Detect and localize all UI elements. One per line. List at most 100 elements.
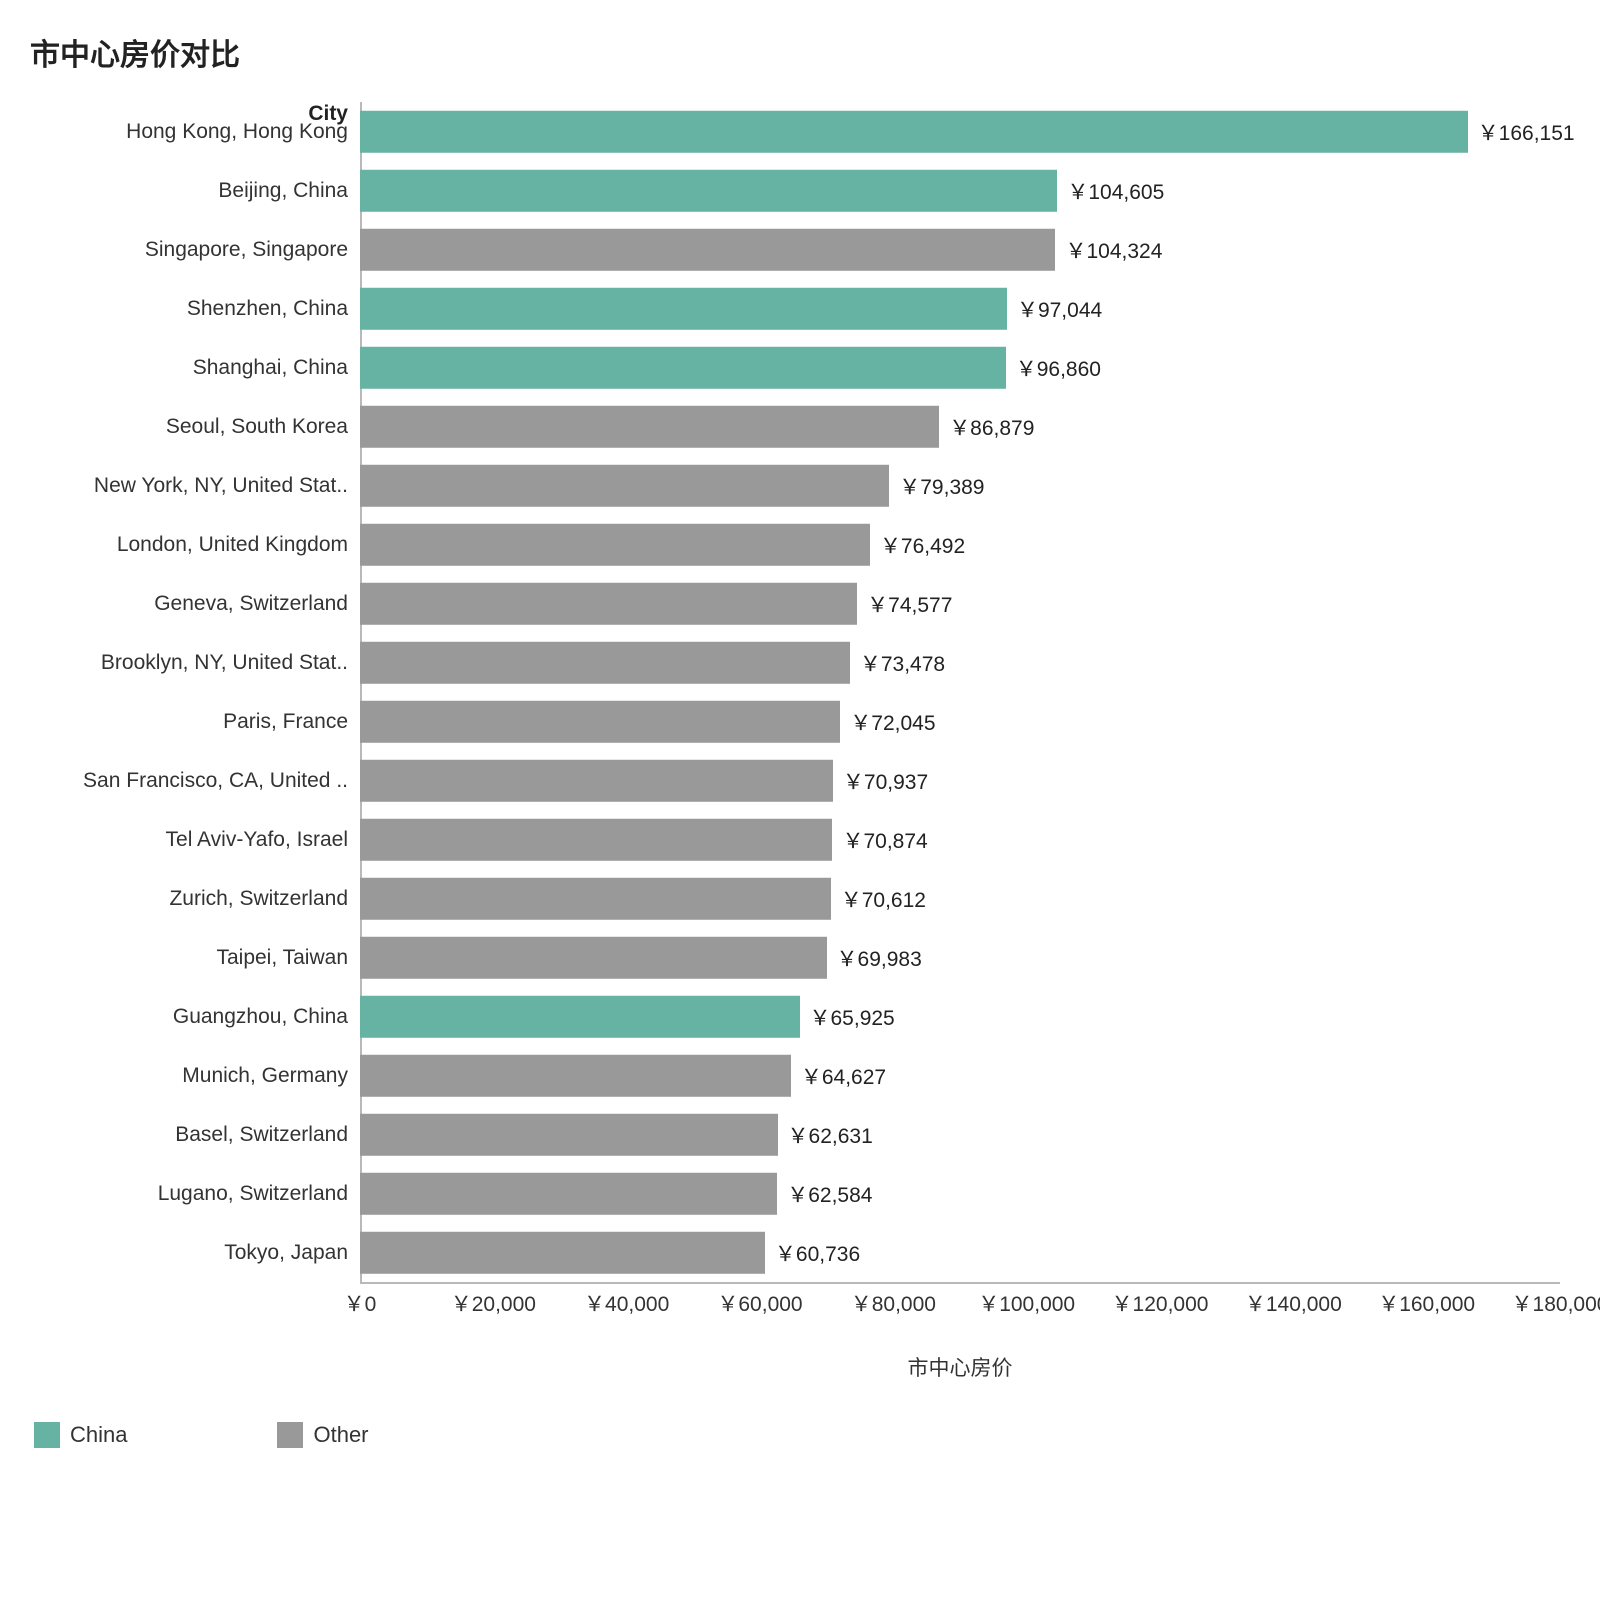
x-axis-ticks: ￥0￥20,000￥40,000￥60,000￥80,000￥100,000￥1… xyxy=(360,1282,1560,1312)
table-row: Seoul, South Korea ￥86,879 xyxy=(30,397,1560,456)
bar-value-label: ￥86,879 xyxy=(949,412,1034,442)
x-tick-label: ￥20,000 xyxy=(451,1288,536,1318)
bar xyxy=(360,287,1007,329)
table-row: New York, NY, United Stat.. ￥79,389 xyxy=(30,456,1560,515)
bar-track: ￥104,324 xyxy=(360,220,1560,279)
bar xyxy=(360,346,1006,388)
y-tick-label: Singapore, Singapore xyxy=(30,238,360,262)
bar-track: ￥62,584 xyxy=(360,1164,1560,1223)
y-tick-label: Geneva, Switzerland xyxy=(30,592,360,616)
table-row: Lugano, Switzerland￥62,584 xyxy=(30,1164,1560,1223)
y-tick-label: Shanghai, China xyxy=(30,356,360,380)
bar xyxy=(360,1054,791,1096)
bar xyxy=(360,523,870,565)
x-tick-label: ￥160,000 xyxy=(1378,1288,1475,1318)
table-row: London, United Kingdom ￥76,492 xyxy=(30,515,1560,574)
y-tick-label: Tel Aviv-Yafo, Israel xyxy=(30,828,360,852)
table-row: Geneva, Switzerland ￥74,577 xyxy=(30,574,1560,633)
bar-value-label: ￥70,874 xyxy=(842,825,927,855)
table-row: Basel, Switzerland ￥62,631 xyxy=(30,1105,1560,1164)
bar-value-label: ￥70,612 xyxy=(841,884,926,914)
bar xyxy=(360,995,800,1037)
bar-track: ￥76,492 xyxy=(360,515,1560,574)
table-row: Tel Aviv-Yafo, Israel ￥70,874 xyxy=(30,810,1560,869)
y-tick-label: Hong Kong, Hong Kong xyxy=(30,120,360,144)
bar-value-label: ￥79,389 xyxy=(899,471,984,501)
y-tick-label: New York, NY, United Stat.. xyxy=(30,474,360,498)
bar-track: ￥73,478 xyxy=(360,633,1560,692)
y-tick-label: Basel, Switzerland xyxy=(30,1123,360,1147)
bar-value-label: ￥62,631 xyxy=(788,1120,873,1150)
y-tick-label: Seoul, South Korea xyxy=(30,415,360,439)
bar xyxy=(360,818,832,860)
chart-plot: Hong Kong, Hong Kong￥166,151Beijing, Chi… xyxy=(30,102,1560,1282)
bar-value-label: ￥104,605 xyxy=(1067,176,1164,206)
table-row: Zurich, Switzerland ￥70,612 xyxy=(30,869,1560,928)
bar-track: ￥72,045 xyxy=(360,692,1560,751)
bar-track: ￥60,736 xyxy=(360,1223,1560,1282)
x-tick-label: ￥140,000 xyxy=(1245,1288,1342,1318)
bar-value-label: ￥166,151 xyxy=(1478,117,1575,147)
bar-value-label: ￥69,983 xyxy=(837,943,922,973)
x-tick-label: ￥80,000 xyxy=(851,1288,936,1318)
y-tick-label: Guangzhou, China xyxy=(30,1005,360,1029)
y-tick-label: Beijing, China xyxy=(30,179,360,203)
bar-track: ￥166,151 xyxy=(360,102,1560,161)
bar-track: ￥70,612 xyxy=(360,869,1560,928)
bar xyxy=(360,405,939,447)
legend-swatch xyxy=(34,1422,60,1448)
bar xyxy=(360,582,857,624)
bar-track: ￥64,627 xyxy=(360,1046,1560,1105)
table-row: Beijing, China ￥104,605 xyxy=(30,161,1560,220)
x-tick-label: ￥60,000 xyxy=(717,1288,802,1318)
x-tick-label: ￥100,000 xyxy=(978,1288,1075,1318)
bar-value-label: ￥64,627 xyxy=(801,1061,886,1091)
table-row: Guangzhou, China￥65,925 xyxy=(30,987,1560,1046)
bar-track: ￥96,860 xyxy=(360,338,1560,397)
bar xyxy=(360,641,850,683)
y-tick-label: London, United Kingdom xyxy=(30,533,360,557)
table-row: Paris, France ￥72,045 xyxy=(30,692,1560,751)
legend-label: Other xyxy=(313,1422,368,1448)
legend-label: China xyxy=(70,1422,127,1448)
y-tick-label: Tokyo, Japan xyxy=(30,1241,360,1265)
bar-track: ￥65,925 xyxy=(360,987,1560,1046)
bar-track: ￥70,874 xyxy=(360,810,1560,869)
bar-track: ￥74,577 xyxy=(360,574,1560,633)
y-tick-label: Brooklyn, NY, United Stat.. xyxy=(30,651,360,675)
bar-value-label: ￥72,045 xyxy=(850,707,935,737)
y-tick-label: San Francisco, CA, United .. xyxy=(30,769,360,793)
bar-track: ￥104,605 xyxy=(360,161,1560,220)
chart-plot-wrap: City Hong Kong, Hong Kong￥166,151Beijing… xyxy=(30,102,1560,1448)
bar-value-label: ￥76,492 xyxy=(880,530,965,560)
bar xyxy=(360,110,1468,152)
table-row: Shanghai, China ￥96,860 xyxy=(30,338,1560,397)
bar-value-label: ￥104,324 xyxy=(1065,235,1162,265)
bar xyxy=(360,169,1057,211)
bar xyxy=(360,1172,777,1214)
x-tick-label: ￥120,000 xyxy=(1112,1288,1209,1318)
bar xyxy=(360,1113,778,1155)
bar-value-label: ￥74,577 xyxy=(867,589,952,619)
table-row: Tokyo, Japan￥60,736 xyxy=(30,1223,1560,1282)
bar-value-label: ￥96,860 xyxy=(1016,353,1101,383)
bar-track: ￥70,937 xyxy=(360,751,1560,810)
x-tick-label: ￥180,000 xyxy=(1512,1288,1600,1318)
bar xyxy=(360,877,831,919)
x-axis: ￥0￥20,000￥40,000￥60,000￥80,000￥100,000￥1… xyxy=(30,1282,1560,1312)
bar-value-label: ￥70,937 xyxy=(843,766,928,796)
y-tick-label: Zurich, Switzerland xyxy=(30,887,360,911)
legend-item: China xyxy=(34,1422,127,1448)
bar-track: ￥79,389 xyxy=(360,456,1560,515)
legend-item: Other xyxy=(277,1422,368,1448)
x-tick-label: ￥0 xyxy=(344,1288,377,1318)
y-tick-label: Lugano, Switzerland xyxy=(30,1182,360,1206)
table-row: Singapore, Singapore ￥104,324 xyxy=(30,220,1560,279)
bar-track: ￥86,879 xyxy=(360,397,1560,456)
y-tick-label: Paris, France xyxy=(30,710,360,734)
table-row: San Francisco, CA, United .. ￥70,937 xyxy=(30,751,1560,810)
y-tick-label: Taipei, Taiwan xyxy=(30,946,360,970)
y-tick-label: Munich, Germany xyxy=(30,1064,360,1088)
bar-value-label: ￥73,478 xyxy=(860,648,945,678)
bar xyxy=(360,464,889,506)
